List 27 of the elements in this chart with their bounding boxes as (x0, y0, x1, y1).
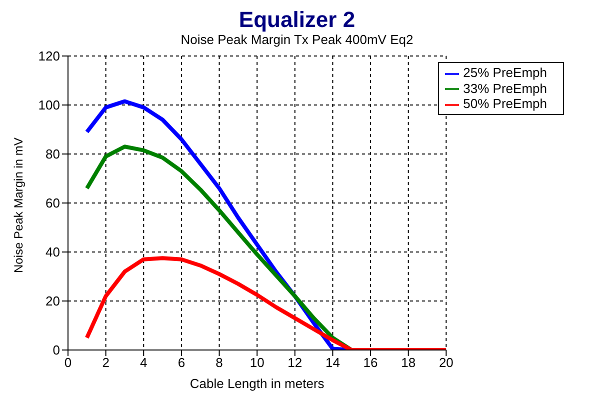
x-tick-label: 6 (178, 355, 186, 370)
x-tick-label: 4 (140, 355, 148, 370)
y-tick-label: 80 (46, 146, 60, 162)
legend-label: 25% PreEmph (463, 65, 547, 80)
legend-label: 33% PreEmph (463, 80, 547, 96)
y-tick-label: 0 (52, 342, 60, 358)
x-axis-title: Cable Length in meters (190, 376, 325, 391)
x-tick-label: 8 (216, 355, 223, 370)
x-tick-label: 20 (438, 355, 454, 370)
x-tick-label: 14 (325, 355, 340, 370)
x-tick-label: 2 (102, 355, 110, 370)
legend-label: 50% PreEmph (463, 96, 547, 112)
y-tick-label: 40 (46, 244, 60, 260)
chart-title: Equalizer 2 (238, 7, 356, 32)
x-tick-label: 18 (401, 355, 416, 370)
line-series (84, 144, 354, 350)
x-tick-label: 10 (250, 355, 264, 370)
y-tick-label: 20 (46, 294, 60, 309)
x-tick-label: 0 (64, 355, 72, 370)
y-tick-label: 120 (38, 48, 60, 64)
line-series (84, 256, 446, 350)
x-tick-label: 16 (363, 355, 378, 370)
y-tick-label: 60 (46, 196, 60, 211)
y-axis-title: Noise Peak Margin in mV (11, 138, 26, 273)
chart-subtitle: Noise Peak Margin Tx Peak 400mV Eq2 (180, 32, 414, 48)
x-tick-label: 12 (288, 355, 302, 370)
y-tick-label: 100 (38, 98, 60, 113)
